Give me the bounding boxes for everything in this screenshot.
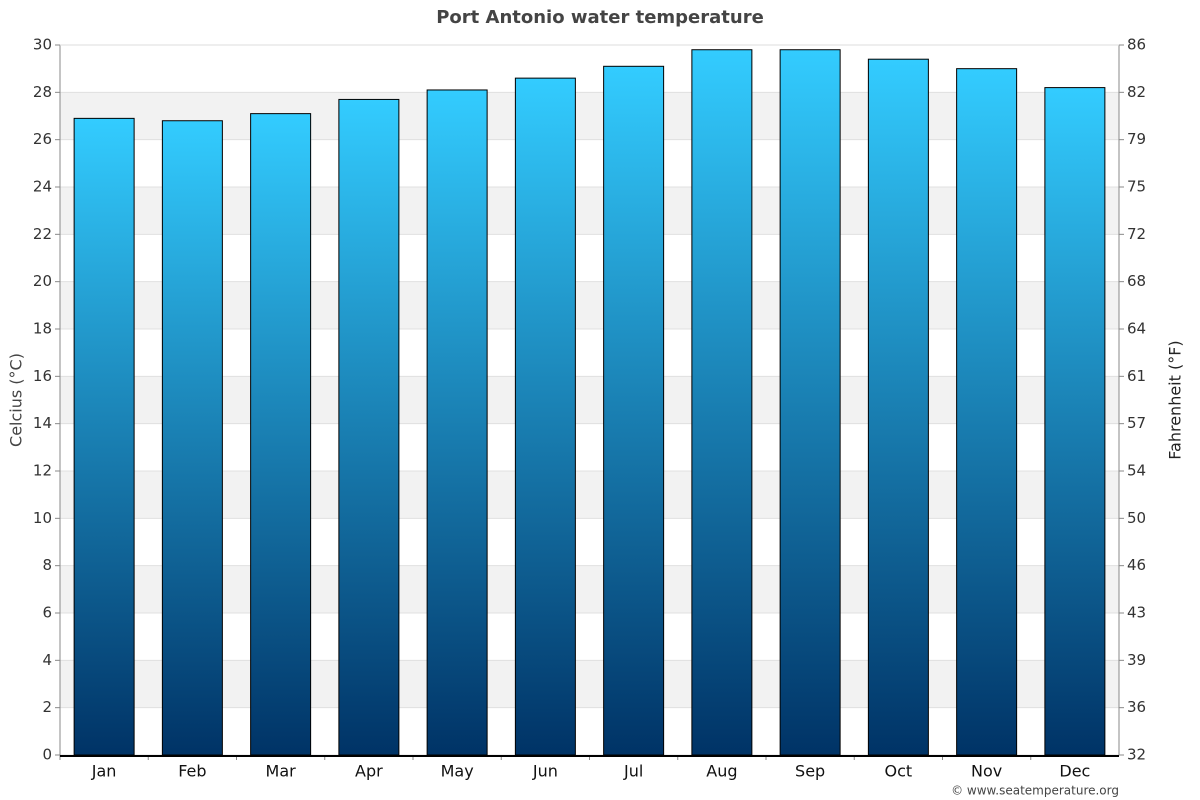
y-tick-label: 18 — [33, 320, 52, 338]
x-tick-label: Jul — [623, 762, 643, 781]
x-tick-label: Sep — [795, 762, 825, 781]
y-tick-label: 8 — [42, 556, 52, 574]
y2-tick-label: 86 — [1127, 36, 1146, 54]
grid-band — [60, 471, 1119, 519]
x-tick-label: Jan — [91, 762, 117, 781]
bar — [603, 65, 665, 756]
y-tick-label: 6 — [42, 604, 52, 622]
bar — [1044, 87, 1106, 756]
bar — [867, 58, 929, 756]
y2-tick-label: 75 — [1127, 178, 1146, 196]
y-tick-label: 4 — [42, 651, 52, 669]
x-tick-label: Oct — [885, 762, 913, 781]
y2-tick-label: 46 — [1127, 556, 1146, 574]
grid-band — [60, 92, 1119, 140]
y-tick-label: 10 — [33, 509, 52, 527]
y2-tick-label: 54 — [1127, 462, 1146, 480]
x-tick-label: Apr — [355, 762, 383, 781]
y2-tick-label: 43 — [1127, 604, 1146, 622]
y2-tick-label: 79 — [1127, 130, 1146, 148]
bar — [691, 49, 753, 756]
y2-tick-label: 36 — [1127, 698, 1146, 716]
y-tick-label: 14 — [33, 414, 52, 432]
y2-tick-label: 64 — [1127, 320, 1146, 338]
x-tick-label: May — [441, 762, 474, 781]
y-tick-label: 30 — [33, 36, 52, 54]
y2-tick-label: 72 — [1127, 225, 1146, 243]
x-tick-label: Dec — [1059, 762, 1090, 781]
y2-tick-label: 68 — [1127, 272, 1146, 290]
y-tick-label: 12 — [33, 462, 52, 480]
grid-band — [60, 660, 1119, 708]
bar — [514, 77, 576, 756]
x-tick-label: Mar — [266, 762, 297, 781]
y-tick-label: 24 — [33, 178, 52, 196]
bar — [250, 113, 312, 756]
y-tick-label: 0 — [42, 746, 52, 764]
chart-title: Port Antonio water temperature — [436, 7, 764, 28]
bar — [73, 117, 135, 756]
y-tick-label: 28 — [33, 83, 52, 101]
credit: © www.seatemperature.org — [951, 784, 1119, 798]
y2-tick-label: 57 — [1127, 414, 1146, 432]
y2-tick-label: 61 — [1127, 367, 1146, 385]
grid-band — [60, 376, 1119, 424]
bar — [956, 68, 1018, 756]
y-tick-label: 22 — [33, 225, 52, 243]
bar — [338, 98, 400, 756]
y-tick-label: 16 — [33, 367, 52, 385]
y-tick-label: 26 — [33, 130, 52, 148]
y-tick-label: 20 — [33, 272, 52, 290]
grid-band — [60, 187, 1119, 235]
grid-band — [60, 281, 1119, 329]
y-tick-label: 2 — [42, 698, 52, 716]
y2-axis-label: Fahrenheit (°F) — [1166, 340, 1185, 459]
x-tick-label: Aug — [706, 762, 737, 781]
y2-tick-label: 32 — [1127, 746, 1146, 764]
grid-band — [60, 565, 1119, 613]
y2-tick-label: 50 — [1127, 509, 1146, 527]
y2-tick-label: 39 — [1127, 651, 1146, 669]
x-tick-label: Jun — [532, 762, 558, 781]
bar — [161, 120, 223, 756]
x-tick-label: Nov — [971, 762, 1002, 781]
x-tick-label: Feb — [178, 762, 206, 781]
y-axis-label: Celcius (°C) — [7, 353, 26, 447]
y2-tick-label: 82 — [1127, 83, 1146, 101]
bar — [426, 89, 488, 756]
bar — [779, 49, 841, 756]
